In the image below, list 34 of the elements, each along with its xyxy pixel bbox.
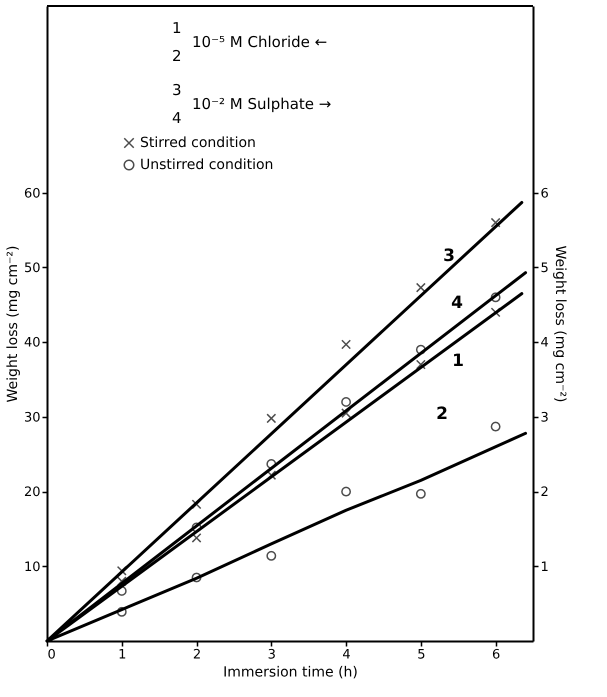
annotation: 3 [172,81,182,99]
annotation: 3 [443,246,455,266]
x-axis-title: Immersion time (h) [223,664,358,680]
y2-tick-label: 2 [540,485,549,500]
legend-label: Unstirred condition [140,157,274,173]
x-tick-label: 6 [492,648,500,662]
y2-tick-label: 3 [540,410,549,426]
y2-tick-label: 5 [540,260,549,276]
annotation: 1 [172,19,182,37]
x-tick-label: 4 [342,648,351,662]
y2-axis-title: Weight loss (mg cm⁻²) [552,246,568,402]
annotation: 10⁻² M Sulphate → [192,95,332,113]
legend-label: Stirred condition [140,135,256,151]
y-tick-label: 40 [24,336,40,351]
x-tick-label: 2 [192,648,202,662]
y-axis-title: Weight loss (mg cm⁻²) [4,246,21,402]
y-tick-label: 20 [24,485,40,500]
x-tick-label: 1 [118,648,126,662]
annotation: 2 [172,47,182,65]
x-tick-label: 3 [268,648,276,662]
annotation: 10⁻⁵ M Chloride ← [192,33,328,51]
y2-tick-label: 6 [540,186,549,202]
x-tick-label: 0 [48,648,56,662]
y-tick-label: 50 [24,260,40,276]
y-tick-label: 60 [24,186,40,202]
y-tick-label: 10 [24,560,40,575]
annotation: 2 [436,404,448,424]
y2-tick-label: 1 [540,560,549,575]
annotation: 1 [452,351,464,371]
x-tick-label: 5 [417,648,426,662]
annotation: 4 [451,293,464,313]
y2-tick-label: 4 [540,336,549,351]
y-tick-label: 30 [24,410,40,426]
annotation: 4 [172,109,182,127]
